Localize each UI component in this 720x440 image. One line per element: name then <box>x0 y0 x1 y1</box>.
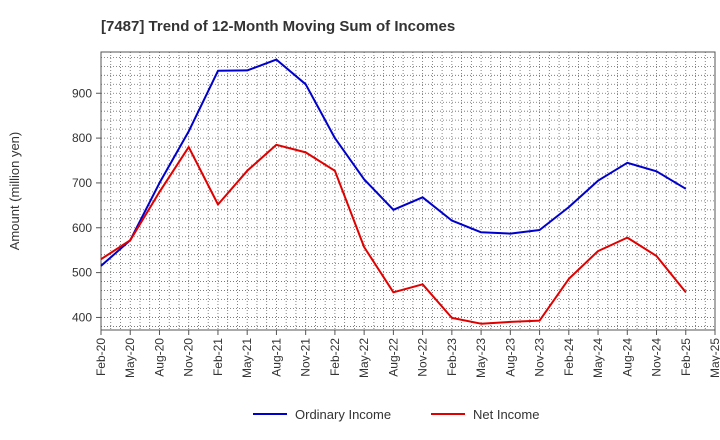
x-tick-label: Feb-20 <box>94 338 108 376</box>
x-tick-label: Aug-20 <box>152 338 166 377</box>
y-tick-label: 700 <box>72 176 92 190</box>
x-tick-label: May-25 <box>708 338 720 378</box>
x-tick-label: May-22 <box>357 338 371 378</box>
legend-label: Ordinary Income <box>295 407 391 422</box>
x-tick-label: Aug-21 <box>269 338 283 377</box>
y-tick-label: 600 <box>72 221 92 235</box>
plot-border <box>100 51 716 331</box>
y-tick-label: 800 <box>72 131 92 145</box>
legend-label: Net Income <box>473 407 539 422</box>
y-tick-label: 900 <box>72 86 92 100</box>
x-tick-label: Aug-22 <box>386 338 400 377</box>
series-line-net-income <box>100 143 687 325</box>
y-axis-label: Amount (million yen) <box>7 132 22 251</box>
x-tick-label: May-21 <box>240 338 254 378</box>
x-tick-label: Nov-24 <box>650 338 664 377</box>
series-line-ordinary-income <box>100 58 687 267</box>
x-tick-label: Nov-23 <box>533 338 547 377</box>
x-tick-label: May-20 <box>123 338 137 378</box>
x-tick-label: May-23 <box>474 338 488 378</box>
x-tick-label: Feb-22 <box>328 338 342 376</box>
x-tick-label: Nov-21 <box>299 338 313 377</box>
x-tick-label: Nov-22 <box>416 338 430 377</box>
chart-title: [7487] Trend of 12-Month Moving Sum of I… <box>101 18 455 35</box>
y-tick-label: 500 <box>72 266 92 280</box>
x-tick-label: Feb-21 <box>211 338 225 376</box>
x-tick-label: Feb-23 <box>445 338 459 376</box>
x-tick-label: Feb-25 <box>679 338 693 376</box>
plot-area: 400 500 600 700 800 900 Feb-20 May-20 Aug-20 Nov-… <box>72 51 720 378</box>
x-tick-label: Aug-23 <box>503 338 517 377</box>
legend: Ordinary Income Net Income <box>253 407 539 422</box>
x-tick-label: May-24 <box>591 338 605 378</box>
x-tick-label: Aug-24 <box>620 338 634 377</box>
x-tick-label: Nov-20 <box>182 338 196 377</box>
y-tick-label: 400 <box>72 310 92 324</box>
x-tick-label: Feb-24 <box>562 338 576 376</box>
